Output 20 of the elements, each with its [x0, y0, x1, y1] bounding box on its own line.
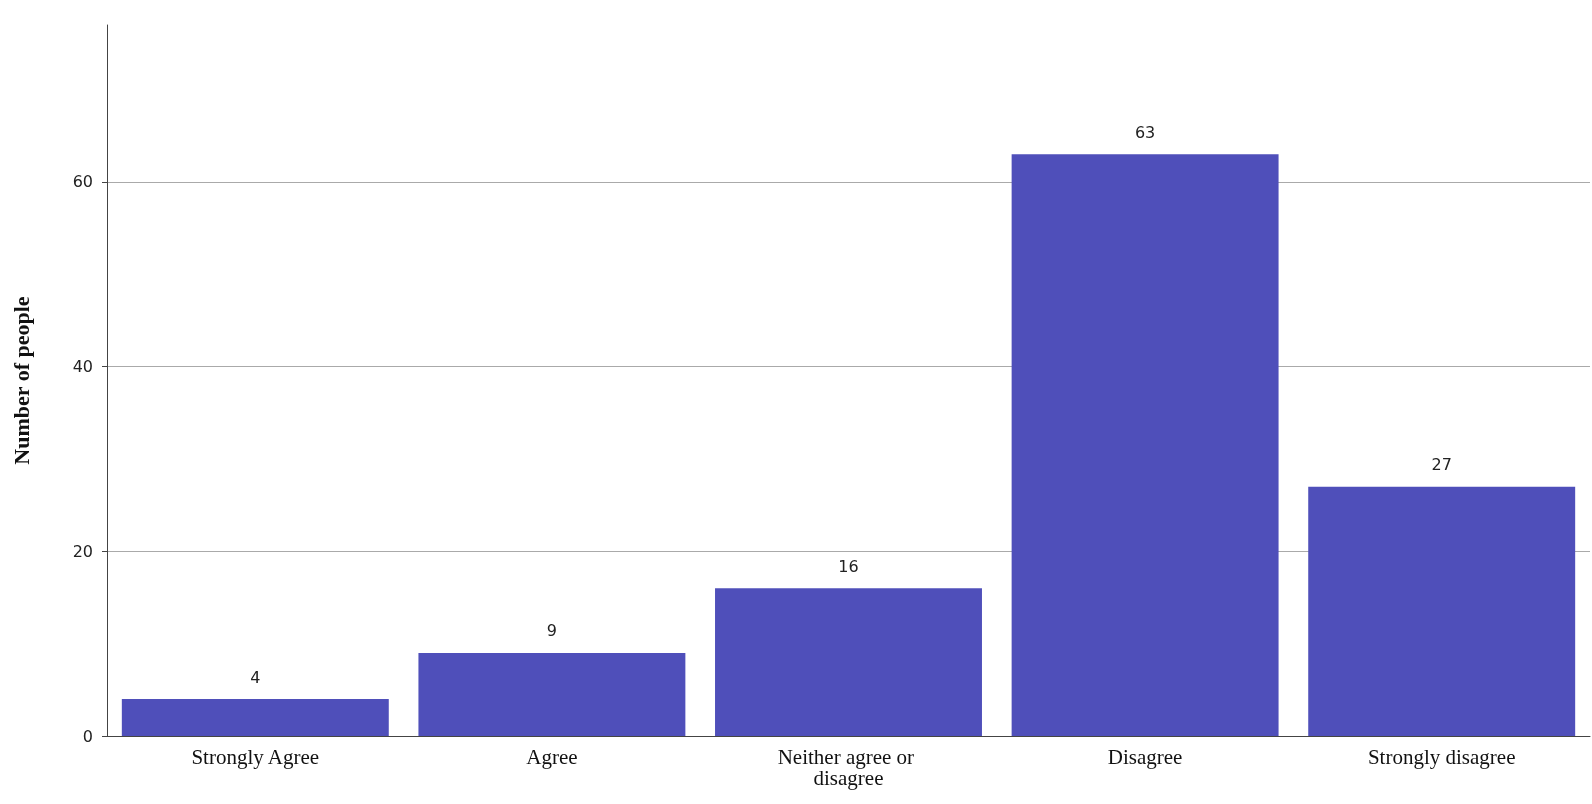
y-axis-title: Number of people — [8, 296, 34, 465]
y-tick-label: 0 — [82, 726, 93, 746]
x-tick-label: Neither agree or disagree — [777, 744, 920, 790]
bar — [418, 652, 686, 736]
y-tick-label: 60 — [72, 172, 93, 192]
x-tick-label: Strongly Agree — [191, 744, 320, 769]
bar — [121, 699, 389, 736]
x-tick-label: Strongly disagree — [1367, 744, 1516, 769]
x-tick-label: Disagree — [1107, 744, 1183, 769]
y-tick-label: 20 — [72, 541, 93, 561]
data-label: 4 — [250, 667, 261, 687]
data-label: 63 — [1134, 122, 1156, 142]
data-label: 9 — [546, 621, 557, 641]
x-tick-label: Agree — [526, 744, 578, 769]
bar — [1011, 154, 1279, 736]
bar — [715, 588, 982, 736]
data-label: 27 — [1431, 455, 1452, 475]
data-label: 16 — [838, 556, 859, 576]
y-tick-label: 40 — [72, 357, 93, 377]
bar — [1308, 486, 1576, 736]
